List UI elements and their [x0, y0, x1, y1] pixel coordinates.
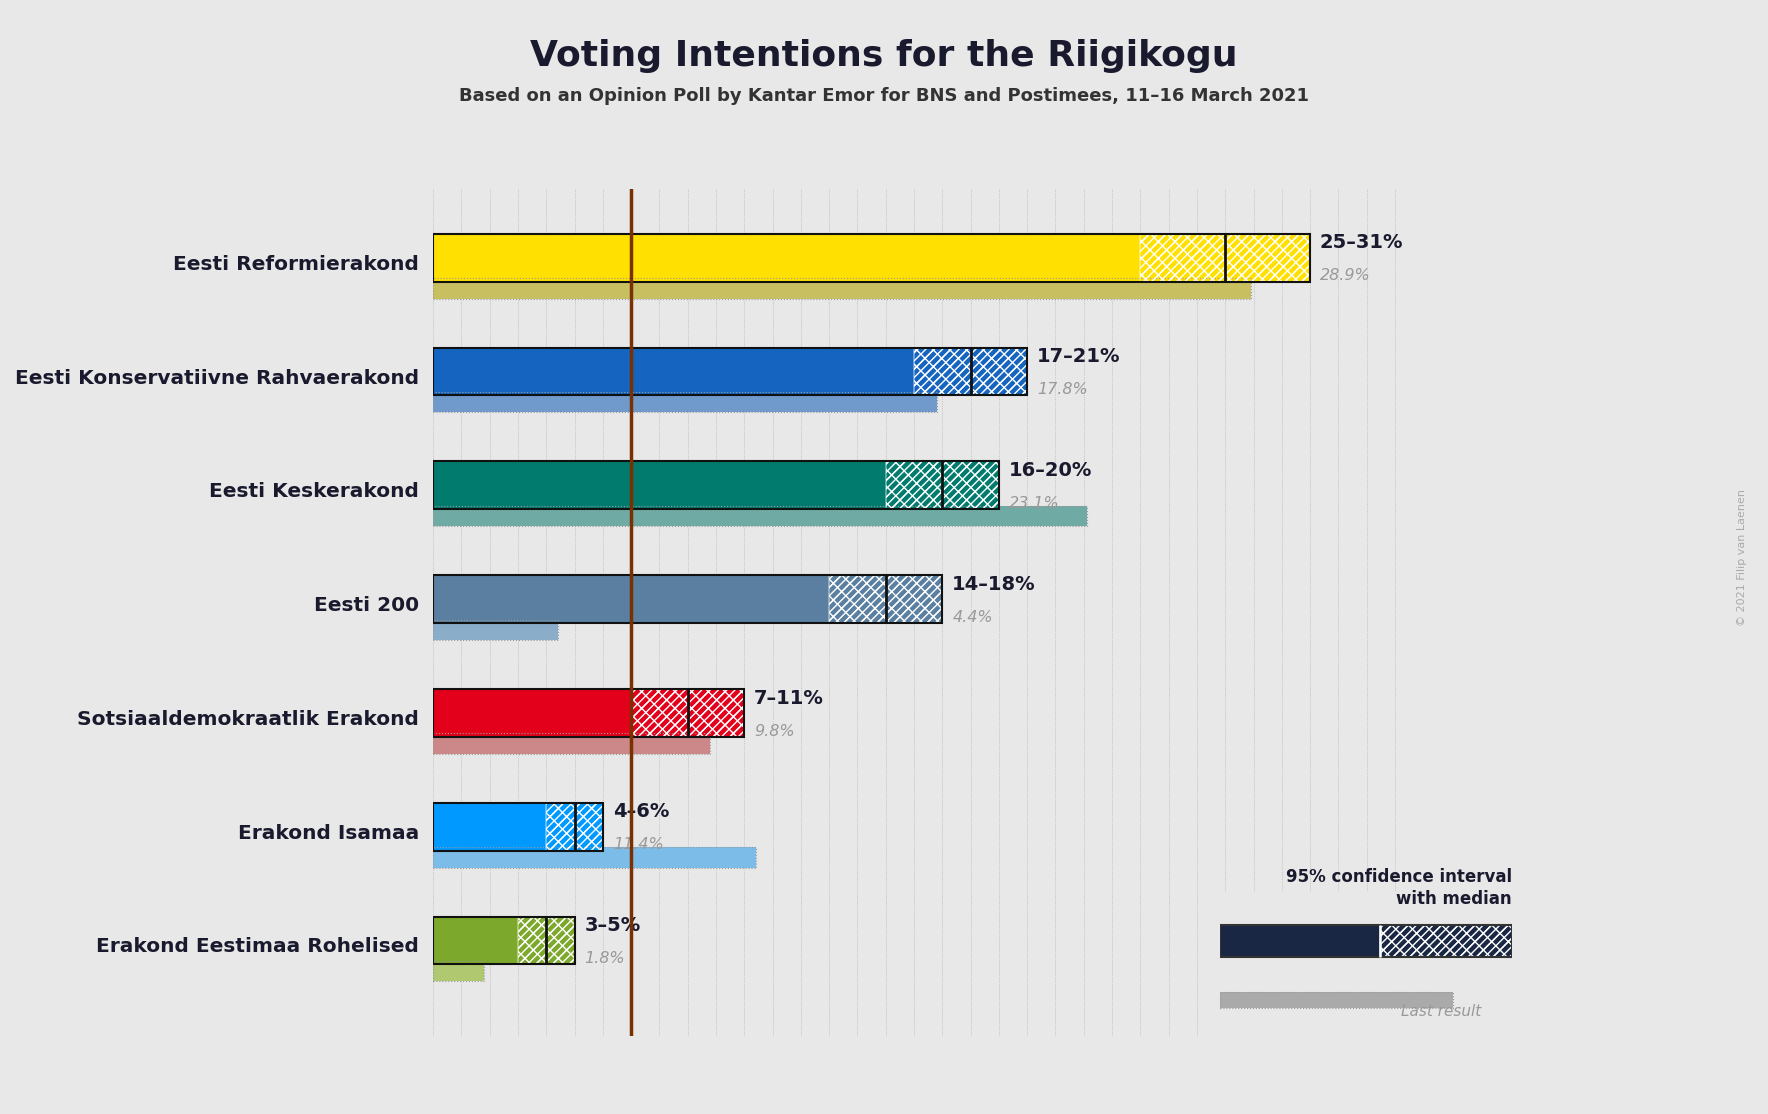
Bar [433, 961, 484, 981]
Bar [1381, 925, 1512, 957]
Bar [433, 506, 1087, 526]
Bar [1381, 925, 1512, 957]
Bar [433, 461, 999, 509]
Bar [433, 348, 1027, 395]
Text: 1.8%: 1.8% [585, 951, 626, 966]
Text: 3–5%: 3–5% [585, 916, 640, 935]
Bar [1381, 925, 1512, 957]
Bar [518, 917, 575, 965]
Bar [433, 688, 631, 736]
Text: 28.9%: 28.9% [1321, 268, 1370, 283]
Bar [433, 619, 557, 641]
Bar [1220, 925, 1381, 957]
Bar [546, 803, 603, 850]
Bar [829, 575, 942, 623]
Bar [518, 917, 575, 965]
Bar [914, 348, 1027, 395]
Text: Voting Intentions for the Riigikogu: Voting Intentions for the Riigikogu [530, 39, 1238, 74]
Bar [1220, 925, 1512, 957]
Bar [886, 461, 999, 509]
Bar [914, 348, 1027, 395]
Bar [518, 917, 575, 965]
Text: 17–21%: 17–21% [1038, 348, 1121, 367]
Bar [433, 847, 755, 868]
Bar [433, 917, 518, 965]
Text: 95% confidence interval: 95% confidence interval [1285, 868, 1512, 886]
Bar [433, 348, 914, 395]
Bar [1140, 234, 1310, 282]
Text: 25–31%: 25–31% [1321, 233, 1404, 253]
Bar [433, 234, 1310, 282]
Text: Last result: Last result [1402, 1004, 1482, 1019]
Bar [546, 803, 603, 850]
Text: 11.4%: 11.4% [613, 838, 663, 852]
Bar [829, 575, 942, 623]
Bar [433, 234, 1140, 282]
Bar [631, 688, 744, 736]
Text: 23.1%: 23.1% [1010, 496, 1059, 511]
Bar [433, 803, 546, 850]
Bar [433, 917, 575, 965]
Text: 4–6%: 4–6% [613, 802, 668, 821]
Bar [546, 803, 603, 850]
Text: 14–18%: 14–18% [953, 575, 1036, 594]
Bar [433, 461, 886, 509]
Text: with median: with median [1397, 890, 1512, 908]
Bar [433, 733, 711, 754]
Text: 7–11%: 7–11% [755, 688, 824, 707]
Text: 17.8%: 17.8% [1038, 382, 1087, 398]
Bar [914, 348, 1027, 395]
Bar [886, 461, 999, 509]
Text: 9.8%: 9.8% [755, 724, 796, 739]
Bar [1220, 991, 1453, 1008]
Bar [433, 688, 744, 736]
Text: Based on an Opinion Poll by Kantar Emor for BNS and Postimees, 11–16 March 2021: Based on an Opinion Poll by Kantar Emor … [460, 87, 1308, 105]
Bar [433, 847, 755, 868]
Bar [433, 278, 1250, 299]
Bar [631, 688, 744, 736]
Text: 4.4%: 4.4% [953, 609, 994, 625]
Bar [631, 688, 744, 736]
Bar [1140, 234, 1310, 282]
Bar [433, 733, 711, 754]
Text: 16–20%: 16–20% [1010, 461, 1093, 480]
Bar [433, 506, 1087, 526]
Bar [433, 619, 557, 641]
Bar [433, 575, 829, 623]
Bar [433, 392, 937, 412]
Bar [886, 461, 999, 509]
Bar [433, 392, 937, 412]
Bar [433, 278, 1250, 299]
Bar [433, 803, 603, 850]
Text: © 2021 Filip van Laenen: © 2021 Filip van Laenen [1736, 489, 1747, 625]
Bar [1140, 234, 1310, 282]
Bar [1220, 991, 1453, 1008]
Bar [433, 575, 942, 623]
Bar [829, 575, 942, 623]
Bar [433, 961, 484, 981]
